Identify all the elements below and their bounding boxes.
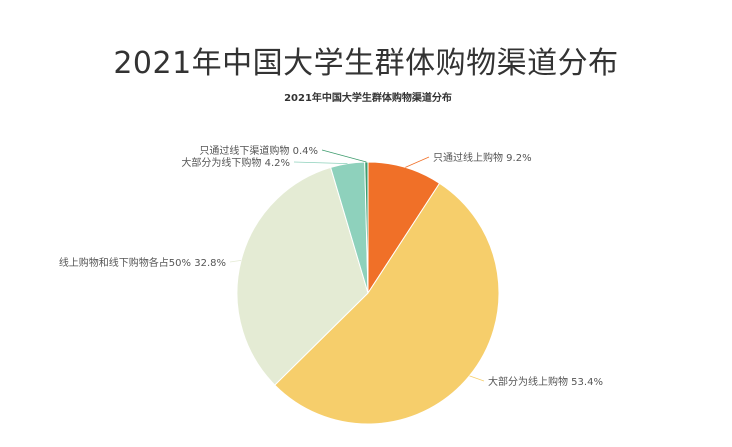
pie-leader-line [293,161,348,164]
pie-data-label: 线上购物和线下购物各占50% 32.8% [59,256,226,269]
pie-data-label: 大部分为线上购物 53.4% [488,375,603,388]
pie-leader-line [321,149,367,163]
pie-slice[interactable] [236,166,369,386]
page-title: 2021年中国大学生群体购物渠道分布 [113,46,619,81]
pie-slice[interactable] [274,182,500,425]
pie-data-label: 大部分为线下购物 4.2% [181,156,290,169]
pie-leader-line [229,260,242,263]
pie-slices [236,161,500,425]
chart-title: 2021年中国大学生群体购物渠道分布 [284,91,452,104]
pie-labels: 只通过线上购物 9.2% 大部分为线上购物 53.4% 线上购物和线下购物各占50%… [59,144,603,388]
pie-leader-line [405,156,430,168]
pie-data-label: 只通过线上购物 9.2% [433,151,532,164]
pie-data-label: 只通过线下渠道购物 0.4% [199,144,318,157]
pie-leader-line [469,375,485,382]
